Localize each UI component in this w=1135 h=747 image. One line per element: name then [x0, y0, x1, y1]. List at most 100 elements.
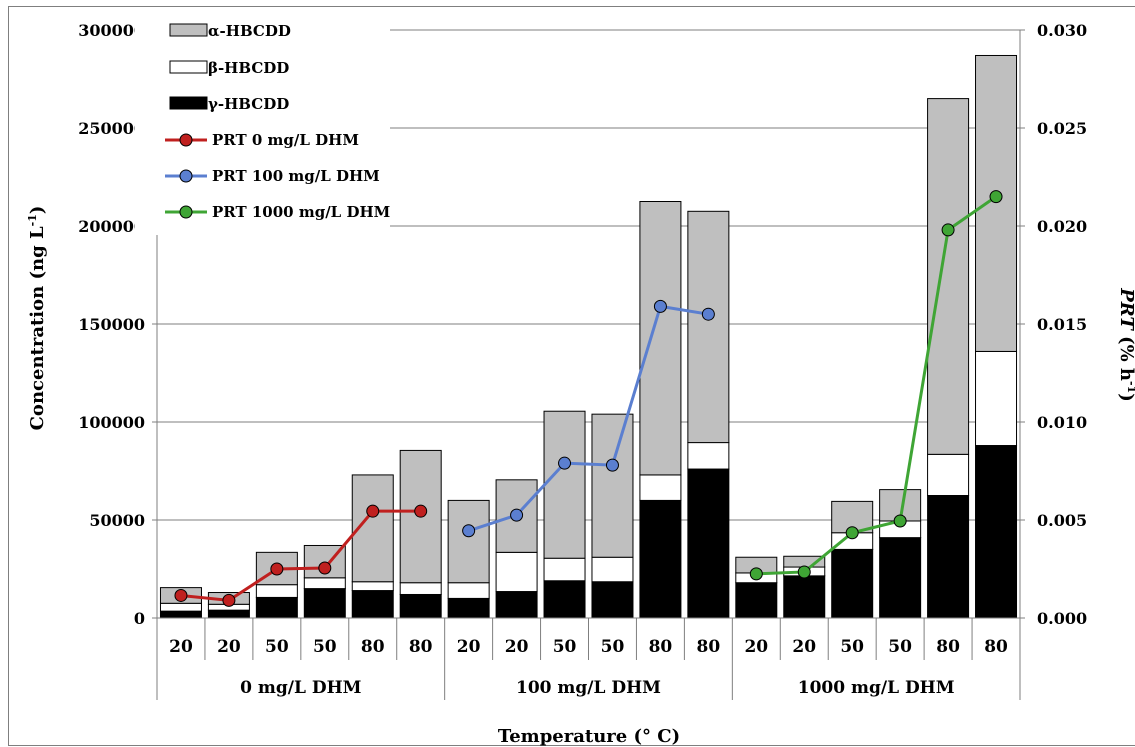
- legend-swatch-beta: [169, 60, 208, 74]
- prt-marker: [558, 456, 572, 470]
- bar-segment: [591, 556, 634, 583]
- y-tick-label: 0: [134, 609, 145, 628]
- y-axis-title-main: Concentration (ng L: [27, 226, 48, 430]
- y2-axis-title-sup: -1: [1125, 381, 1135, 393]
- category-label: 50: [888, 637, 912, 657]
- bar-segment: [303, 588, 346, 619]
- bar-segment: [447, 597, 490, 619]
- legend-marker-prt100: [179, 169, 193, 183]
- prt-marker: [845, 526, 859, 540]
- y-tick-label: 250000: [78, 119, 145, 138]
- bar-segment: [207, 609, 250, 619]
- category-label: 50: [313, 637, 337, 657]
- bar-segment: [687, 468, 730, 619]
- category-label: 50: [553, 637, 577, 657]
- category-label: 20: [217, 637, 241, 657]
- y2-axis-title-italic: PRT: [1116, 287, 1135, 331]
- prt-marker: [414, 504, 428, 518]
- bar-segment: [255, 596, 298, 619]
- prt-marker: [941, 223, 955, 237]
- bar-segment: [879, 537, 922, 619]
- category-label: 20: [792, 637, 816, 657]
- y2-axis-title-end: ): [1116, 393, 1135, 402]
- y2-tick-label: 0.005: [1037, 511, 1087, 530]
- bar-segment: [975, 350, 1018, 447]
- bar-segment: [543, 410, 586, 559]
- bar-segment: [351, 590, 394, 619]
- bar-segment: [159, 610, 202, 619]
- y-axis-title-end: ): [27, 206, 48, 215]
- y2-tick-label: 0.000: [1037, 609, 1087, 628]
- y-tick-label: 300000: [78, 21, 145, 40]
- bar-segment: [639, 499, 682, 619]
- bar-segment: [495, 551, 538, 593]
- y-tick-label: 50000: [89, 511, 145, 530]
- bar-segment: [591, 581, 634, 619]
- category-label: 80: [697, 637, 721, 657]
- group-label: 0 mg/L DHM: [240, 678, 362, 698]
- prt-marker: [605, 458, 619, 472]
- bar-segment: [255, 584, 298, 598]
- prt-marker: [797, 565, 811, 579]
- category-label: 20: [457, 637, 481, 657]
- y2-axis-title-rest: (% h: [1116, 330, 1135, 381]
- y-tick-labels: 0 50000 100000 150000 200000 250000 300000: [78, 21, 145, 628]
- legend-label-beta: β-HBCDD: [208, 59, 289, 77]
- category-label: 80: [409, 637, 433, 657]
- bar-segment: [975, 445, 1018, 619]
- legend-label-prt100: PRT 100 mg/L DHM: [212, 167, 380, 185]
- y-tick-label: 100000: [78, 413, 145, 432]
- bar-segment: [927, 453, 970, 496]
- legend-swatch-alpha: [169, 23, 208, 37]
- category-label: 80: [936, 637, 960, 657]
- prt-line: [180, 509, 421, 602]
- axes: [152, 29, 1025, 700]
- y-axis-title-sup: -1: [26, 214, 39, 226]
- legend-background: [135, 20, 390, 235]
- category-label: 80: [361, 637, 385, 657]
- bar-segment: [975, 54, 1018, 352]
- prt-marker: [749, 567, 763, 581]
- category-label: 80: [984, 637, 1008, 657]
- y-tick-label: 200000: [78, 217, 145, 236]
- group-label: 1000 mg/L DHM: [798, 678, 955, 698]
- prt-marker: [893, 514, 907, 528]
- y2-tick-labels: 0.000 0.005 0.010 0.015 0.020 0.025 0.030: [1037, 21, 1087, 628]
- category-label: 20: [505, 637, 529, 657]
- bar-segment: [639, 201, 682, 476]
- bar-segment: [927, 98, 970, 455]
- bar-segment: [495, 591, 538, 619]
- prt-line: [468, 304, 709, 533]
- prt-line: [756, 195, 997, 576]
- legend-label-prt1000: PRT 1000 mg/L DHM: [212, 203, 390, 221]
- prt-marker: [653, 299, 667, 313]
- bar-segment: [783, 575, 826, 619]
- bar-segment: [351, 581, 394, 592]
- bar-segment: [639, 474, 682, 501]
- y-axis-title: Concentration (ng L-1): [26, 206, 48, 431]
- category-label: 80: [649, 637, 673, 657]
- legend-marker-prt1000: [179, 205, 193, 219]
- bar-segment: [447, 499, 490, 584]
- prt-marker: [222, 593, 236, 607]
- bar-segment: [399, 593, 442, 619]
- legend-marker-prt0: [179, 133, 193, 147]
- prt-marker: [366, 504, 380, 518]
- bar-segment: [927, 495, 970, 619]
- group-label: 100 mg/L DHM: [516, 678, 661, 698]
- bar-segment: [591, 413, 634, 558]
- prt-marker: [174, 588, 188, 602]
- category-labels: 20 20 50 50 80 80 20 20 50 50 80 80 20 20 50 50 80 80: [169, 637, 1008, 657]
- bar-segment: [399, 582, 442, 595]
- bar-segment: [831, 548, 874, 619]
- legend-swatch-gamma: [169, 96, 208, 110]
- bar-segment: [447, 582, 490, 599]
- legend-label-alpha: α-HBCDD: [208, 22, 291, 40]
- y2-tick-label: 0.015: [1037, 315, 1087, 334]
- y2-tick-label: 0.020: [1037, 217, 1087, 236]
- prt-marker: [510, 508, 524, 522]
- category-label: 50: [840, 637, 864, 657]
- y2-axis-title: PRT (% h-1): [1116, 287, 1135, 402]
- bar-segment: [543, 580, 586, 619]
